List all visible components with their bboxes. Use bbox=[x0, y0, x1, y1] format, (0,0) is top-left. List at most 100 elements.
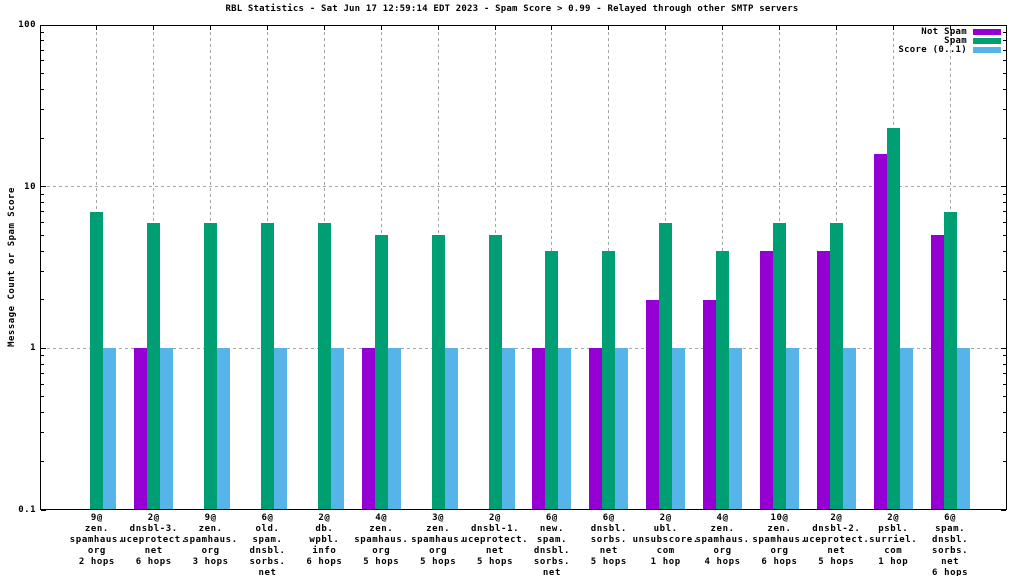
x-tick-label-line: spamhaus. bbox=[695, 535, 750, 545]
x-tick-label-line: org bbox=[713, 546, 732, 556]
y-tick bbox=[41, 270, 44, 272]
x-tick-label-line: org bbox=[201, 546, 220, 556]
x-tick-label-line: org bbox=[87, 546, 106, 556]
x-tick-label-line: 6 hops bbox=[761, 557, 798, 567]
x-tick bbox=[949, 26, 951, 30]
legend-item-score: Score (0..1) bbox=[898, 44, 1001, 55]
x-tick-label-line: ubl. bbox=[653, 524, 678, 534]
x-tick-label-line: 2@ bbox=[830, 513, 843, 523]
x-tick-label-line: 6@ bbox=[944, 513, 957, 523]
x-tick-label: 9@ zen. spamhaus. org 3 hops bbox=[156, 513, 266, 568]
y-tick bbox=[1003, 137, 1006, 139]
x-tick bbox=[722, 26, 724, 30]
x-tick bbox=[380, 26, 382, 30]
y-tick bbox=[1003, 109, 1006, 111]
x-tick-label: 6@ spam. dnsbl. sorbs. net 6 hops bbox=[895, 513, 1005, 576]
y-tick bbox=[41, 383, 44, 385]
x-tick-label-line: com bbox=[884, 546, 903, 556]
x-tick-label-line: net bbox=[941, 557, 960, 567]
y-tick-label: 1 bbox=[30, 343, 36, 354]
x-tick-label: 2@ psbl. surriel. com 1 hop bbox=[838, 513, 948, 568]
x-tick bbox=[323, 26, 325, 30]
y-tick bbox=[41, 201, 44, 203]
bar-spam bbox=[716, 251, 730, 509]
x-tick-label-line: 5 hops bbox=[420, 557, 457, 567]
y-tick bbox=[41, 193, 44, 195]
y-tick bbox=[1001, 347, 1006, 349]
y-tick bbox=[1003, 355, 1006, 357]
x-tick-label-line: net bbox=[486, 546, 505, 556]
x-tick-label-line: spamhaus. bbox=[183, 535, 238, 545]
x-tick bbox=[665, 26, 667, 30]
bar-spam bbox=[943, 211, 957, 509]
y-tick bbox=[41, 211, 44, 213]
bar-spam bbox=[317, 222, 331, 509]
x-tick-label-line: 6@ bbox=[602, 513, 615, 523]
bar-score-0-1 bbox=[672, 348, 686, 509]
y-tick bbox=[1003, 372, 1006, 374]
bar-score-0-1 bbox=[217, 348, 231, 509]
x-tick-label-line: zen. bbox=[426, 524, 451, 534]
x-tick-label-line: sorbs. bbox=[249, 557, 286, 567]
y-tick bbox=[1003, 270, 1006, 272]
y-tick bbox=[41, 299, 44, 301]
y-tick-label: 100 bbox=[18, 20, 36, 30]
x-tick-label-line: sorbs. bbox=[590, 535, 627, 545]
y-tick bbox=[1003, 88, 1006, 90]
bar-score-0-1 bbox=[558, 348, 572, 509]
bar-score-0-1 bbox=[501, 348, 515, 509]
x-tick bbox=[608, 26, 610, 30]
x-tick-label-line: sorbs. bbox=[533, 557, 570, 567]
y-tick bbox=[1003, 383, 1006, 385]
bar-spam bbox=[829, 222, 843, 509]
y-tick bbox=[41, 73, 44, 75]
x-tick-label-line: new. bbox=[539, 524, 564, 534]
x-tick-label-line: net bbox=[258, 568, 277, 576]
bar-not-spam bbox=[589, 348, 603, 509]
x-tick-label-line: spamhaus. bbox=[69, 535, 124, 545]
x-tick-label-line: 2@ bbox=[318, 513, 331, 523]
y-tick bbox=[41, 396, 44, 398]
x-tick-label: 3@ zen. spamhaus. org 5 hops bbox=[383, 513, 493, 568]
legend-label-score: Score (0..1) bbox=[898, 44, 967, 55]
y-tick bbox=[1003, 396, 1006, 398]
x-tick-label-line: dnsbl-2. bbox=[812, 524, 861, 534]
x-tick-label-line: unsubscore. bbox=[632, 535, 699, 545]
x-tick bbox=[494, 26, 496, 30]
bar-spam bbox=[886, 128, 900, 509]
bar-score-0-1 bbox=[444, 348, 458, 509]
x-tick-label-line: net bbox=[599, 546, 618, 556]
y-tick bbox=[1003, 40, 1006, 42]
x-tick-label: 2@ dnsbl-2. uceprotect. net 5 hops bbox=[781, 513, 891, 568]
x-tick-label-line: 2@ bbox=[887, 513, 900, 523]
x-tick-label-line: 2 hops bbox=[78, 557, 115, 567]
x-tick-label-line: dnsbl. bbox=[533, 546, 570, 556]
x-tick-label: 9@ zen. spamhaus. org 2 hops bbox=[42, 513, 152, 568]
x-tick-label-line: uceprotect. bbox=[461, 535, 529, 545]
y-tick bbox=[41, 509, 46, 511]
y-axis-title: Message Count or Spam Score bbox=[7, 187, 17, 347]
bar-not-spam bbox=[759, 251, 773, 509]
x-tick-label-line: zen. bbox=[369, 524, 394, 534]
x-tick-label-line: 2@ bbox=[489, 513, 502, 523]
y-tick bbox=[41, 31, 44, 33]
x-tick-label-line: spam. bbox=[536, 535, 567, 545]
x-tick-label-line: 5 hops bbox=[363, 557, 400, 567]
x-tick-label-line: zen. bbox=[198, 524, 223, 534]
x-tick-label-line: 9@ bbox=[90, 513, 103, 523]
y-gridline bbox=[41, 186, 1006, 188]
y-tick bbox=[1003, 432, 1006, 434]
x-tick-label-line: 6 hops bbox=[932, 568, 969, 576]
bar-score-0-1 bbox=[785, 348, 799, 509]
y-tick bbox=[41, 355, 44, 357]
y-tick bbox=[1003, 250, 1006, 252]
x-tick-label-line: uceprotect. bbox=[120, 535, 187, 545]
y-tick bbox=[1003, 193, 1006, 195]
y-tick bbox=[1003, 31, 1006, 33]
y-tick bbox=[41, 347, 46, 349]
x-tick-label-line: org bbox=[770, 546, 789, 556]
x-tick-label-line: psbl. bbox=[878, 524, 909, 534]
x-tick-label-line: old. bbox=[255, 524, 280, 534]
legend-label-not-spam: Not Spam bbox=[921, 26, 967, 37]
x-tick-label-line: 6@ bbox=[261, 513, 274, 523]
